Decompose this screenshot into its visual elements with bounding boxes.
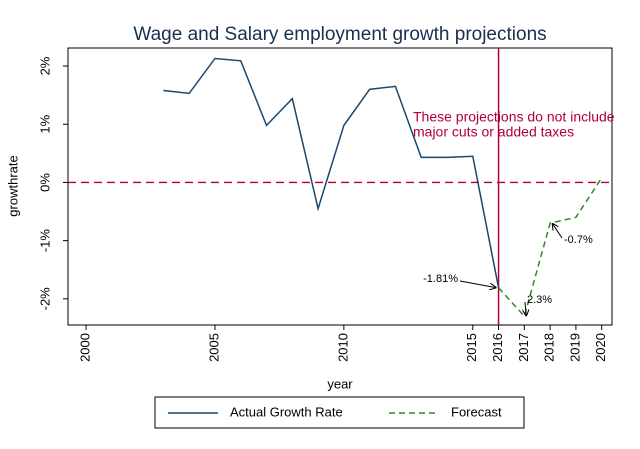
x-tick-label: 2016 (490, 333, 505, 362)
x-tick-label: 2019 (567, 333, 582, 362)
x-tick-label: 2000 (77, 333, 92, 362)
point-label: 2.3% (527, 294, 552, 306)
x-tick-label: 2010 (335, 333, 350, 362)
y-tick-label: 0% (37, 173, 52, 192)
y-tick-label: 2% (37, 56, 52, 75)
y-tick-label: -2% (37, 287, 52, 311)
series-line (498, 177, 603, 318)
x-tick-label: 2020 (593, 333, 608, 362)
annotation-arrow (552, 223, 563, 239)
plot-frame (67, 47, 613, 326)
x-tick-label: 2017 (516, 333, 531, 362)
legend-label: Actual Growth Rate (230, 404, 343, 419)
point-label: -1.81% (423, 273, 458, 285)
annotation-arrow (525, 301, 526, 316)
annotation: These projections do not include (413, 109, 615, 125)
point-label: -0.7% (564, 234, 593, 246)
chart-title: Wage and Salary employment growth projec… (133, 24, 546, 45)
legend-label: Forecast (451, 404, 502, 419)
annotation-arrow (459, 280, 497, 288)
x-axis-label: year (327, 376, 353, 391)
annotation: major cuts or added taxes (413, 124, 574, 140)
x-tick-label: 2018 (542, 333, 557, 362)
series-line (163, 57, 500, 288)
y-tick-label: -1% (37, 229, 52, 253)
y-axis-label: growthrate (5, 155, 20, 216)
y-tick-label: 1% (37, 114, 52, 133)
x-tick-label: 2005 (206, 333, 221, 362)
x-tick-label: 2015 (464, 333, 479, 362)
